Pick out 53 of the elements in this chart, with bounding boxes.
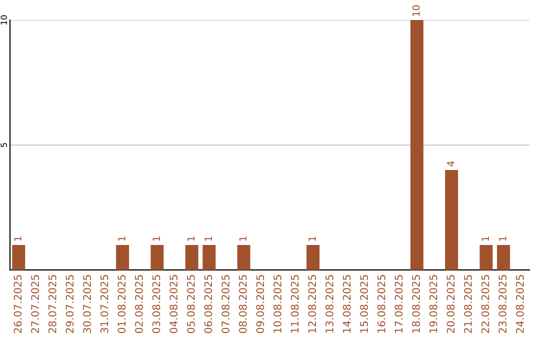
data-label: 1 bbox=[239, 236, 246, 241]
x-tick-label: 23.08.2025 bbox=[498, 275, 507, 334]
bar bbox=[410, 20, 424, 270]
x-tick-label: 18.08.2025 bbox=[412, 275, 420, 333]
x-tick-label: 10.08.2025 bbox=[274, 275, 282, 333]
x-tick-label: 15.08.2025 bbox=[360, 275, 368, 333]
bar bbox=[497, 244, 510, 270]
x-tick-label: 30.07.2025 bbox=[83, 275, 91, 333]
bar bbox=[12, 244, 26, 270]
x-tick-label: 08.08.2025 bbox=[238, 275, 247, 334]
x-tick-label: 29.07.2025 bbox=[66, 275, 74, 334]
data-label: 1 bbox=[499, 236, 506, 241]
data-label: 1 bbox=[118, 236, 126, 241]
data-label: 4 bbox=[447, 161, 454, 166]
x-tick-label: 20.08.2025 bbox=[446, 275, 455, 334]
x-tick-label: 21.08.2025 bbox=[464, 275, 472, 334]
x-tick-label: 24.08.2025 bbox=[516, 275, 524, 334]
x-tick-label: 06.08.2025 bbox=[204, 275, 212, 334]
x-tick-label: 04.08.2025 bbox=[170, 275, 178, 334]
x-tick-label: 19.08.2025 bbox=[429, 275, 438, 333]
x-tick-label: 31.07.2025 bbox=[100, 275, 108, 333]
bar bbox=[306, 244, 320, 270]
x-tick-label: 03.08.2025 bbox=[152, 275, 160, 334]
x-tick-label: 12.08.2025 bbox=[308, 275, 316, 333]
x-tick-label: 07.08.2025 bbox=[222, 275, 230, 334]
bar bbox=[150, 244, 164, 270]
x-tick-label: 16.08.2025 bbox=[377, 275, 386, 333]
bar bbox=[116, 244, 130, 270]
data-label: 1 bbox=[14, 236, 22, 241]
data-label: 1 bbox=[187, 236, 194, 241]
x-tick-label: 02.08.2025 bbox=[135, 275, 143, 334]
data-label: 1 bbox=[308, 236, 316, 241]
x-tick-label: 13.08.2025 bbox=[325, 275, 334, 333]
x-tick-label: 17.08.2025 bbox=[394, 275, 403, 333]
x-tick-label: 09.08.2025 bbox=[256, 275, 264, 334]
x-tick-label: 01.08.2025 bbox=[118, 275, 126, 334]
x-tick-label: 11.08.2025 bbox=[290, 275, 299, 333]
data-label: 1 bbox=[204, 236, 212, 241]
data-label: 1 bbox=[152, 236, 160, 241]
data-label: 1 bbox=[482, 236, 489, 241]
bar bbox=[445, 170, 458, 270]
data-label: 10 bbox=[412, 5, 420, 16]
x-tick-label: 22.08.2025 bbox=[481, 275, 490, 334]
x-tick-label: 26.07.2025 bbox=[14, 275, 22, 334]
x-tick-label: 05.08.2025 bbox=[186, 275, 195, 334]
bar bbox=[202, 244, 216, 270]
bar bbox=[185, 244, 198, 270]
x-tick-label: 14.08.2025 bbox=[342, 275, 351, 333]
bar bbox=[480, 244, 493, 270]
x-tick-label: 28.07.2025 bbox=[48, 275, 56, 334]
y-tick-label: 5 bbox=[0, 143, 7, 148]
bar bbox=[237, 244, 250, 270]
x-tick-label: 27.07.2025 bbox=[31, 275, 39, 334]
